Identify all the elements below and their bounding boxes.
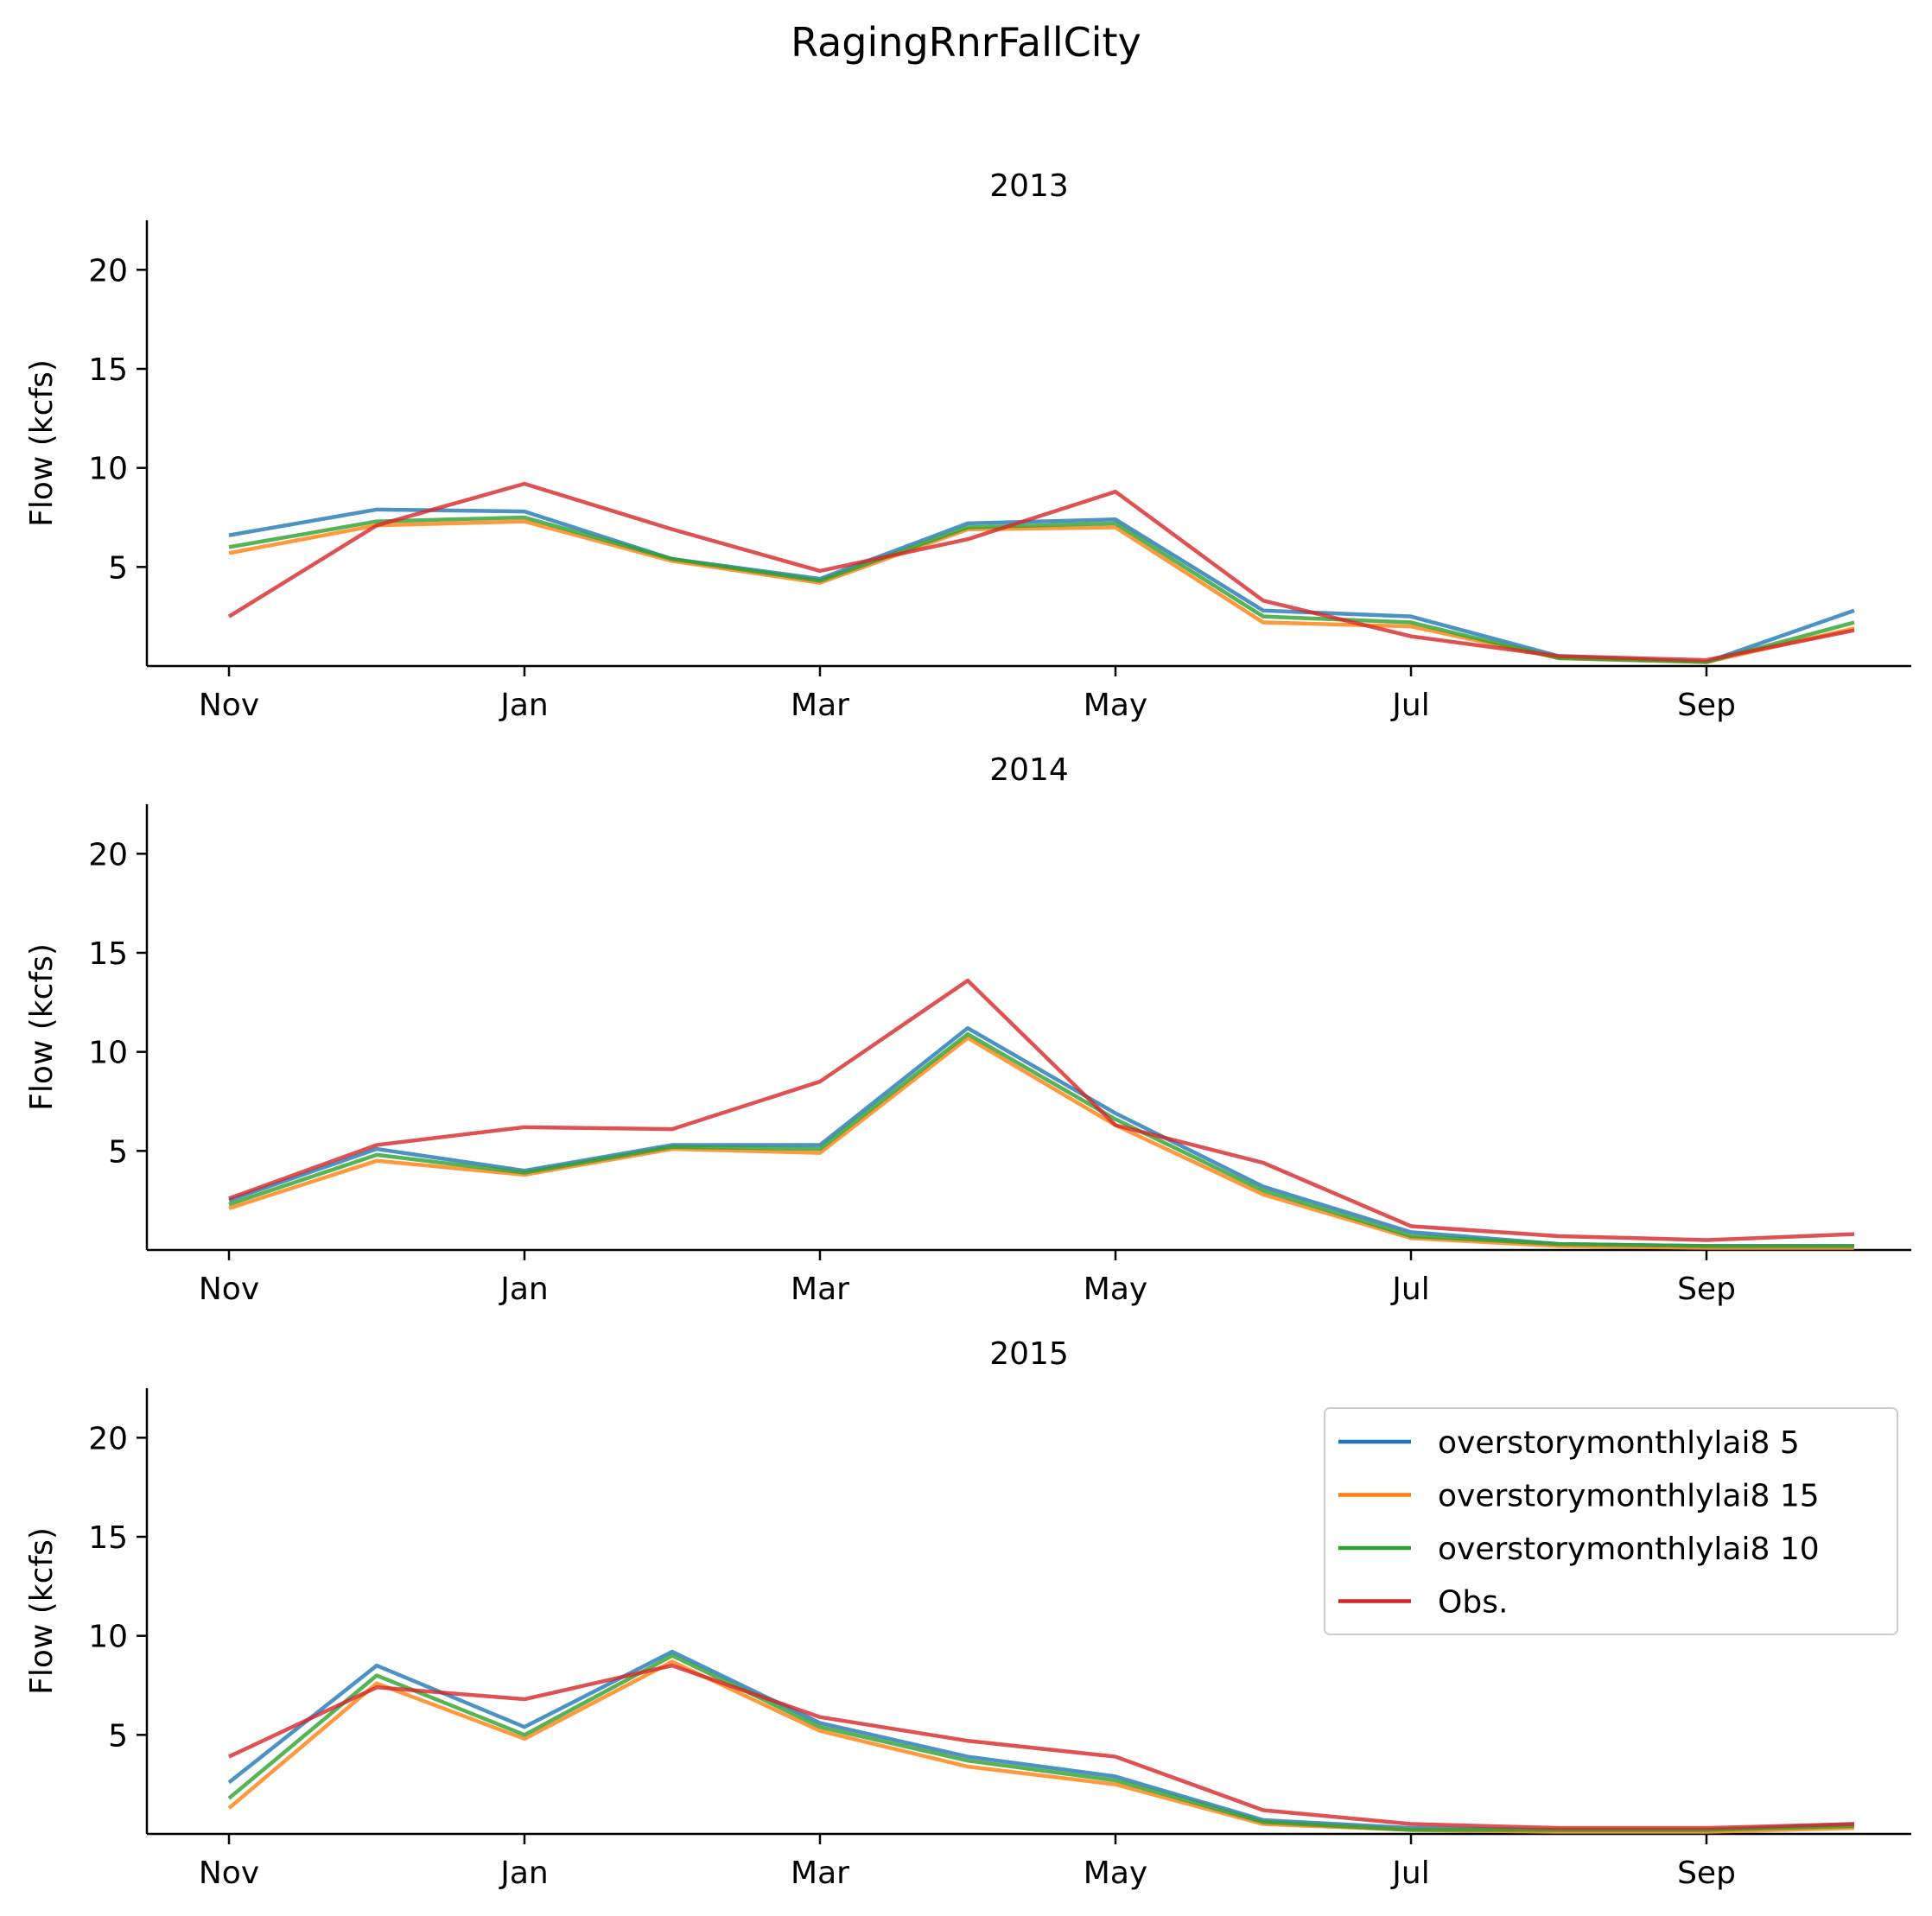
y-tick-label: 15 (88, 1520, 128, 1556)
y-tick-label: 15 (88, 936, 128, 972)
x-tick-label: Jul (1390, 688, 1429, 723)
y-axis-label: Flow (kcfs) (24, 943, 60, 1111)
x-tick-label: Jan (499, 688, 549, 723)
legend-label: overstorymonthlylai8 5 (1438, 1425, 1800, 1461)
panel-2013: 2013 5 10 15 20 Nov Jan Mar May Jul Sep Flow (kcfs) (24, 168, 1911, 723)
x-tick-label: Sep (1677, 1856, 1736, 1891)
y-tick-label: 10 (88, 452, 128, 487)
series-line-overstorymonthlylai8-10 (228, 515, 1855, 664)
panel-2014: 2014 5 10 15 20 Nov Jan Mar May Jul Sep Flow (kcfs) (24, 752, 1911, 1307)
x-tick-label: May (1084, 688, 1147, 723)
y-tick-label: 10 (88, 1620, 128, 1655)
legend-box (1324, 1407, 1898, 1635)
x-tick-label: Nov (199, 1272, 259, 1307)
x-tick-label: Jul (1390, 1272, 1429, 1307)
y-tick-label: 20 (88, 837, 128, 872)
series-line-obs- (228, 1663, 1855, 1830)
y-tick-label: 5 (108, 1718, 128, 1754)
series-line-overstorymonthlylai8-15 (228, 1036, 1854, 1250)
x-tick-label: Nov (199, 1856, 259, 1891)
x-tick-label: Sep (1677, 688, 1736, 723)
y-tick-label: 20 (88, 1421, 128, 1456)
series-line-obs- (228, 978, 1855, 1242)
panel-title: 2014 (989, 752, 1069, 788)
x-tick-label: May (1084, 1272, 1147, 1307)
x-tick-label: Mar (791, 688, 849, 723)
legend: overstorymonthlylai8 5 overstorymonthlyla… (1324, 1407, 1898, 1635)
series-line-obs- (227, 481, 1855, 663)
y-tick-label: 20 (88, 253, 128, 289)
panel-2015: 2015 5 10 15 20 Nov Jan Mar May Jul Sep Flow (kcfs)… (24, 1336, 1911, 1891)
series-line-overstorymonthlylai8-10 (228, 1031, 1854, 1248)
x-tick-label: Jan (499, 1272, 549, 1307)
y-axis-label: Flow (kcfs) (24, 359, 60, 527)
legend-label: overstorymonthlylai8 10 (1438, 1532, 1820, 1567)
series-line-overstorymonthlylai8-10 (227, 1653, 1855, 1832)
y-tick-label: 15 (88, 352, 128, 388)
legend-label: overstorymonthlylai8 15 (1438, 1479, 1820, 1514)
y-tick-label: 5 (108, 1134, 128, 1170)
x-tick-label: Nov (199, 688, 259, 723)
x-tick-label: Jan (499, 1856, 549, 1891)
figure-title: RagingRnrFallCity (791, 19, 1141, 66)
y-tick-label: 10 (88, 1036, 128, 1071)
x-tick-label: Mar (791, 1272, 849, 1307)
panels: 2013 5 10 15 20 Nov Jan Mar May Jul Sep Flow (kcfs)… (24, 168, 1911, 1891)
x-tick-label: Sep (1677, 1272, 1736, 1307)
panel-title: 2015 (989, 1336, 1069, 1372)
legend-label: Obs. (1438, 1585, 1508, 1621)
panel-title: 2013 (989, 168, 1069, 204)
series-line-overstorymonthlylai8-15 (227, 1659, 1855, 1834)
x-tick-label: May (1084, 1856, 1147, 1891)
y-axis-label: Flow (kcfs) (24, 1527, 60, 1695)
y-tick-label: 5 (108, 550, 128, 586)
x-tick-label: Jul (1390, 1856, 1429, 1891)
x-tick-label: Mar (791, 1856, 849, 1891)
